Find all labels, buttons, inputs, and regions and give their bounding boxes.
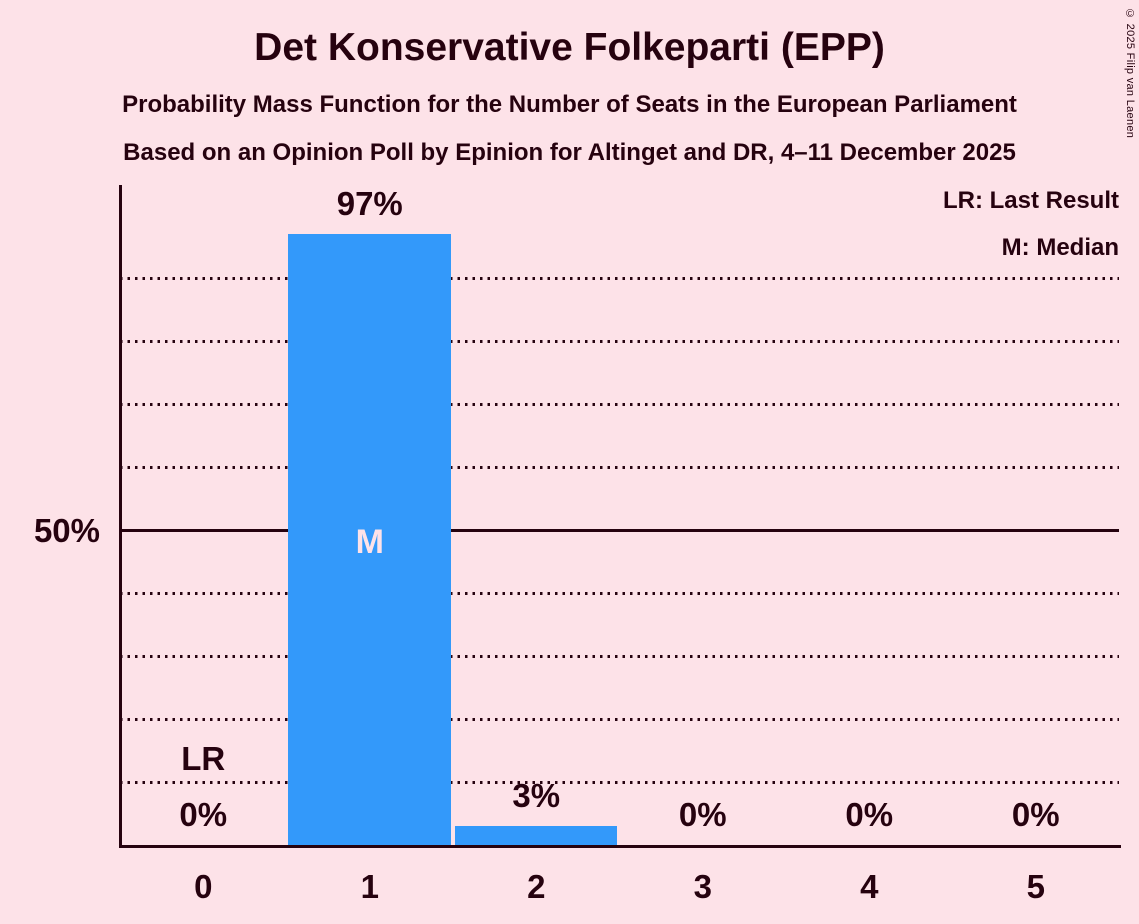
x-tick-label-4: 4 bbox=[860, 868, 879, 905]
gridline-90pct bbox=[120, 276, 1119, 280]
x-axis-tick-labels: 0 1 2 3 4 5 bbox=[120, 869, 1119, 909]
last-result-marker: LR bbox=[181, 740, 226, 777]
copyright-notice: © 2025 Filip van Laenen bbox=[1124, 8, 1136, 139]
gridline-60pct bbox=[120, 465, 1119, 469]
gridline-80pct bbox=[120, 339, 1119, 343]
value-label-seat-0: 0% bbox=[179, 796, 228, 833]
x-tick-label-0: 0 bbox=[194, 868, 213, 905]
x-tick-label-2: 2 bbox=[527, 868, 546, 905]
gridline-50pct-solid bbox=[120, 528, 1119, 532]
gridline-30pct bbox=[120, 654, 1119, 658]
y-axis-tick-label: 50% bbox=[33, 512, 100, 549]
chart-title: Det Konservative Folkeparti (EPP) bbox=[254, 26, 885, 69]
legend: LR: Last Result M: Median bbox=[943, 186, 1119, 280]
x-tick-label-3: 3 bbox=[693, 868, 712, 905]
median-marker: M bbox=[355, 523, 384, 561]
x-tick-label-1: 1 bbox=[360, 868, 379, 905]
value-label-seat-3: 0% bbox=[678, 796, 727, 833]
x-axis-line bbox=[119, 845, 1121, 848]
gridline-70pct bbox=[120, 402, 1119, 406]
chart-subtitle-line1: Probability Mass Function for the Number… bbox=[122, 91, 1017, 118]
gridline-10pct bbox=[120, 780, 1119, 784]
legend-last-result: LR: Last Result bbox=[942, 187, 1119, 214]
bar-seat-1 bbox=[288, 233, 451, 845]
value-label-seat-5: 0% bbox=[1011, 796, 1060, 833]
plot-area: 0% 97% 3% 0% 0% 0% M LR bbox=[120, 185, 1119, 845]
x-tick-label-5: 5 bbox=[1026, 868, 1045, 905]
y-axis-line bbox=[119, 185, 122, 848]
gridline-20pct bbox=[120, 717, 1119, 721]
bar-seat-2 bbox=[454, 826, 618, 845]
value-label-seat-1: 97% bbox=[336, 184, 403, 222]
value-label-seat-2: 3% bbox=[512, 777, 561, 815]
chart-subtitle-line2: Based on an Opinion Poll by Epinion for … bbox=[123, 139, 1016, 166]
legend-median: M: Median bbox=[1001, 234, 1119, 261]
gridline-40pct bbox=[120, 591, 1119, 595]
value-label-seat-4: 0% bbox=[845, 796, 894, 833]
